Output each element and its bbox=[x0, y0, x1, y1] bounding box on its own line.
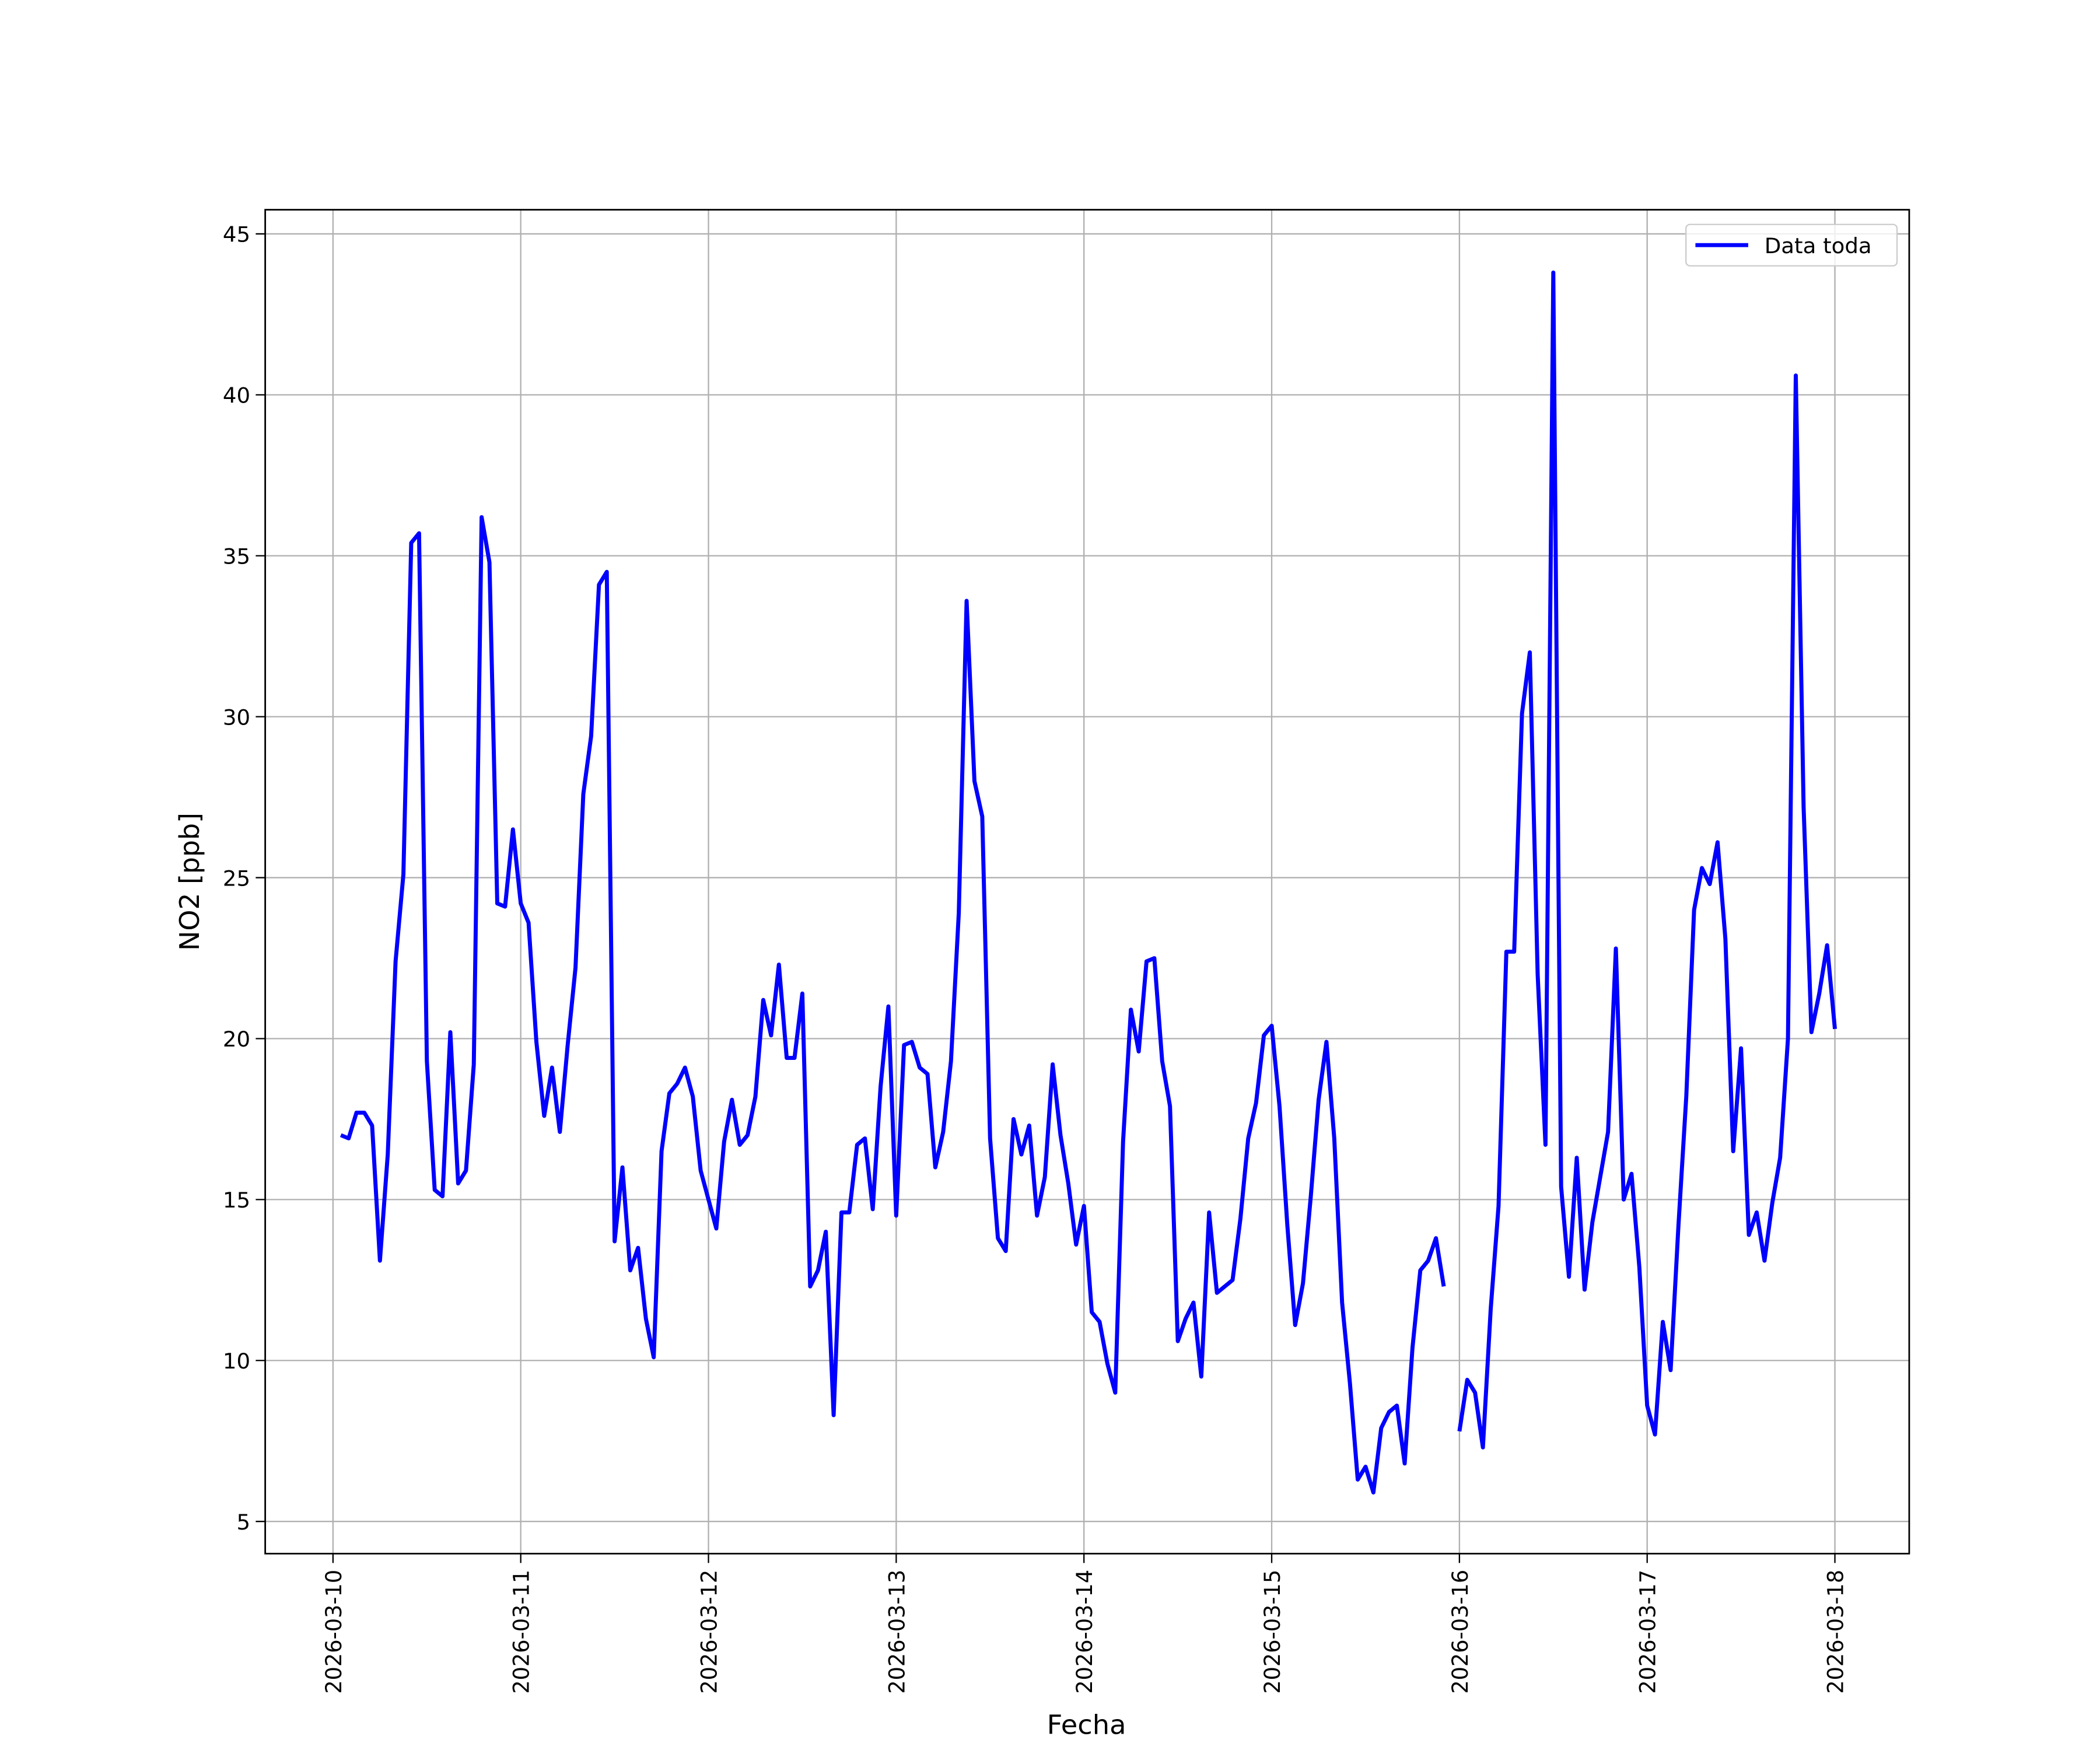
legend: Data toda bbox=[1685, 223, 1898, 267]
x-tick-label: 2026-03-17 bbox=[1635, 1570, 1660, 1694]
y-tick-label: 35 bbox=[223, 544, 250, 569]
x-tick-label: 2026-03-12 bbox=[696, 1570, 722, 1694]
legend-box bbox=[1685, 223, 1898, 267]
x-tick-label: 2026-03-14 bbox=[1072, 1570, 1097, 1694]
x-tick-label: 2026-03-13 bbox=[884, 1570, 909, 1694]
x-tick-label: 2026-03-18 bbox=[1823, 1570, 1848, 1694]
y-tick-label: 25 bbox=[223, 866, 250, 891]
y-tick-label: 15 bbox=[223, 1188, 250, 1213]
legend-label: Data toda bbox=[1765, 233, 1872, 258]
y-tick-label: 30 bbox=[223, 705, 250, 730]
y-tick-label: 20 bbox=[223, 1027, 250, 1052]
x-tick-label: 2026-03-15 bbox=[1260, 1570, 1285, 1694]
grid bbox=[265, 209, 1909, 1554]
axes-frame bbox=[264, 209, 1910, 1555]
data-line bbox=[340, 270, 1838, 1494]
y-axis-label: NO2 [ppb] bbox=[174, 813, 205, 951]
plot-area bbox=[340, 270, 1838, 1494]
y-tick-label: 45 bbox=[223, 222, 250, 247]
ticks: 5 10 15 20 25 30 35 40 45 2026-03-10 2026-03-11 202… bbox=[223, 222, 1849, 1694]
x-axis-label: Fecha bbox=[1047, 1709, 1126, 1741]
x-tick-label: 2026-03-11 bbox=[509, 1570, 534, 1694]
y-tick-label: 40 bbox=[223, 383, 250, 408]
x-tick-label: 2026-03-10 bbox=[321, 1570, 346, 1694]
y-tick-label: 10 bbox=[223, 1349, 250, 1374]
x-tick-label: 2026-03-16 bbox=[1448, 1570, 1473, 1694]
y-tick-label: 5 bbox=[237, 1510, 251, 1535]
